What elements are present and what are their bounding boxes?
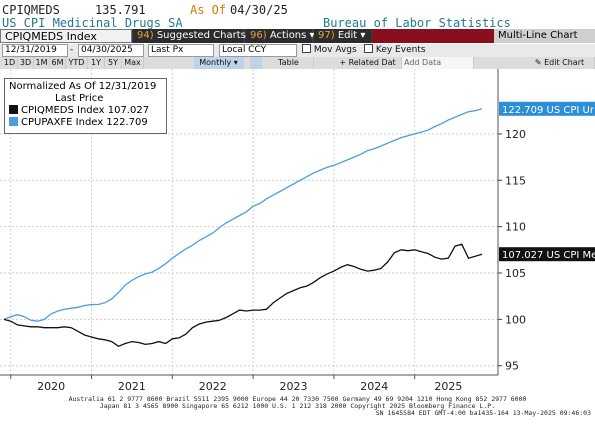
actions-menu[interactable]: 96) Actions ▾ <box>246 29 315 43</box>
legend-normalized: Normalized As Of 12/31/2019 <box>9 81 157 92</box>
y-tick-label: 95 <box>505 360 519 373</box>
period-button-ytd[interactable]: YTD <box>66 57 88 69</box>
checkbox-icon[interactable] <box>302 44 311 53</box>
asof-label: As Of <box>190 3 227 17</box>
checkbox-icon[interactable] <box>364 44 373 53</box>
start-date-field[interactable]: 12/31/2019 <box>2 44 68 57</box>
key-events-label: Key Events <box>375 45 426 55</box>
period-button-1y[interactable]: 1Y <box>88 57 105 69</box>
suggested-charts-number: 94) <box>137 30 154 41</box>
x-tick-label: 2020 <box>37 380 65 393</box>
series-line-cpupaxfe <box>3 108 483 322</box>
suggested-charts-menu[interactable]: 94) Suggested Charts <box>133 29 246 43</box>
ticker-symbol: CPIQMEDS <box>2 3 60 17</box>
legend-swatch-black <box>9 105 18 114</box>
x-tick-label: 2021 <box>118 380 146 393</box>
related-data-button[interactable]: + Related Dat <box>334 57 402 69</box>
x-tick-label: 2024 <box>360 380 388 393</box>
y-tick-label: 115 <box>505 174 526 187</box>
edit-number: 97) <box>318 30 335 41</box>
chevron-down-icon: ▾ <box>360 30 366 41</box>
y-tick-label: 100 <box>505 313 526 326</box>
chart-legend: Normalized As Of 12/31/2019 Last Price C… <box>4 78 167 134</box>
frequency-spacer <box>250 57 262 69</box>
asof-date: 04/30/25 <box>230 3 288 17</box>
plus-icon: + <box>339 58 347 67</box>
price-type-select[interactable]: Last Px <box>148 44 214 57</box>
title-accent <box>372 29 494 43</box>
y-tick-label: 110 <box>505 221 526 234</box>
pencil-icon: ✎ <box>534 58 542 67</box>
legend-label-cpupaxfe: CPUPAXFE Index 122.709 <box>21 117 148 128</box>
y-tick-label: 120 <box>505 128 526 141</box>
table-button[interactable]: Table <box>264 57 314 69</box>
chevron-down-icon: ▾ <box>309 30 315 41</box>
edit-menu[interactable]: 97) Edit ▾ <box>314 29 371 43</box>
period-button-max[interactable]: Max <box>122 57 144 69</box>
security-field[interactable]: CPIQMEDS Index <box>0 29 132 43</box>
footer-timestamp: SN 1645584 EDT GMT-4:00 ba1435-164 13-Ma… <box>375 409 591 417</box>
last-price: 135.791 <box>95 3 146 17</box>
frequency-label: Monthly <box>199 58 232 67</box>
x-tick-label: 2022 <box>199 380 227 393</box>
line-chart[interactable]: 95 100 105 110 115 120 2020 2021 2022 2023 2024 202… <box>0 69 595 395</box>
date-separator: - <box>70 45 74 55</box>
currency-select[interactable]: Local CCY <box>219 44 297 57</box>
legend-item-cpiqmeds: CPIQMEDS Index 107.027 <box>9 105 162 117</box>
edit-chart-button[interactable]: ✎ Edit Chart <box>525 57 595 69</box>
footer-contacts-1: Australia 61 2 9777 8600 Brazil 5511 239… <box>68 395 527 403</box>
mov-avgs-toggle[interactable]: Mov Avgs <box>302 44 366 57</box>
last-value-tag-black-text: 107.027 US CPI Me <box>502 250 595 261</box>
edit-chart-label: Edit Chart <box>544 58 585 67</box>
last-value-tag-black <box>499 247 595 262</box>
footer-contacts-2: Japan 81 3 4565 8900 Singapore 65 6212 1… <box>99 402 496 410</box>
legend-label-cpiqmeds: CPIQMEDS Index 107.027 <box>21 105 150 116</box>
security-description: US CPI Medicinal Drugs SA <box>2 16 183 30</box>
last-value-tag-blue <box>499 101 595 116</box>
period-button-3d[interactable]: 3D <box>18 57 34 69</box>
chart-type-title: Multi-Line Chart <box>494 29 595 43</box>
period-button-5y[interactable]: 5Y <box>105 57 122 69</box>
x-tick-label: 2023 <box>279 380 307 393</box>
mov-avgs-label: Mov Avgs <box>313 45 357 55</box>
suggested-charts-label: Suggested Charts <box>156 30 246 41</box>
edit-label: Edit <box>337 30 358 41</box>
add-data-field[interactable]: Add Data <box>402 57 474 69</box>
y-tick-label: 105 <box>505 267 526 280</box>
frequency-select[interactable]: Monthly ▾ <box>194 57 244 69</box>
legend-swatch-blue <box>9 117 18 126</box>
actions-label: Actions <box>269 30 307 41</box>
legend-last-price: Last Price <box>55 93 104 104</box>
end-date-field[interactable]: 04/30/2025 <box>78 44 144 57</box>
period-button-1d[interactable]: 1D <box>2 57 18 69</box>
legend-item-cpupaxfe: CPUPAXFE Index 122.709 <box>9 117 162 129</box>
period-button-1m[interactable]: 1M <box>34 57 50 69</box>
last-value-tag-blue-text: 122.709 US CPI Ur <box>502 105 595 116</box>
period-button-6m[interactable]: 6M <box>50 57 66 69</box>
actions-number: 96) <box>250 30 267 41</box>
key-events-toggle[interactable]: Key Events <box>364 44 434 57</box>
series-line-cpiqmeds <box>3 243 483 348</box>
x-tick-label: 2025 <box>434 380 462 393</box>
related-data-label: Related Dat <box>348 58 396 67</box>
data-source: Bureau of Labor Statistics <box>323 16 511 30</box>
